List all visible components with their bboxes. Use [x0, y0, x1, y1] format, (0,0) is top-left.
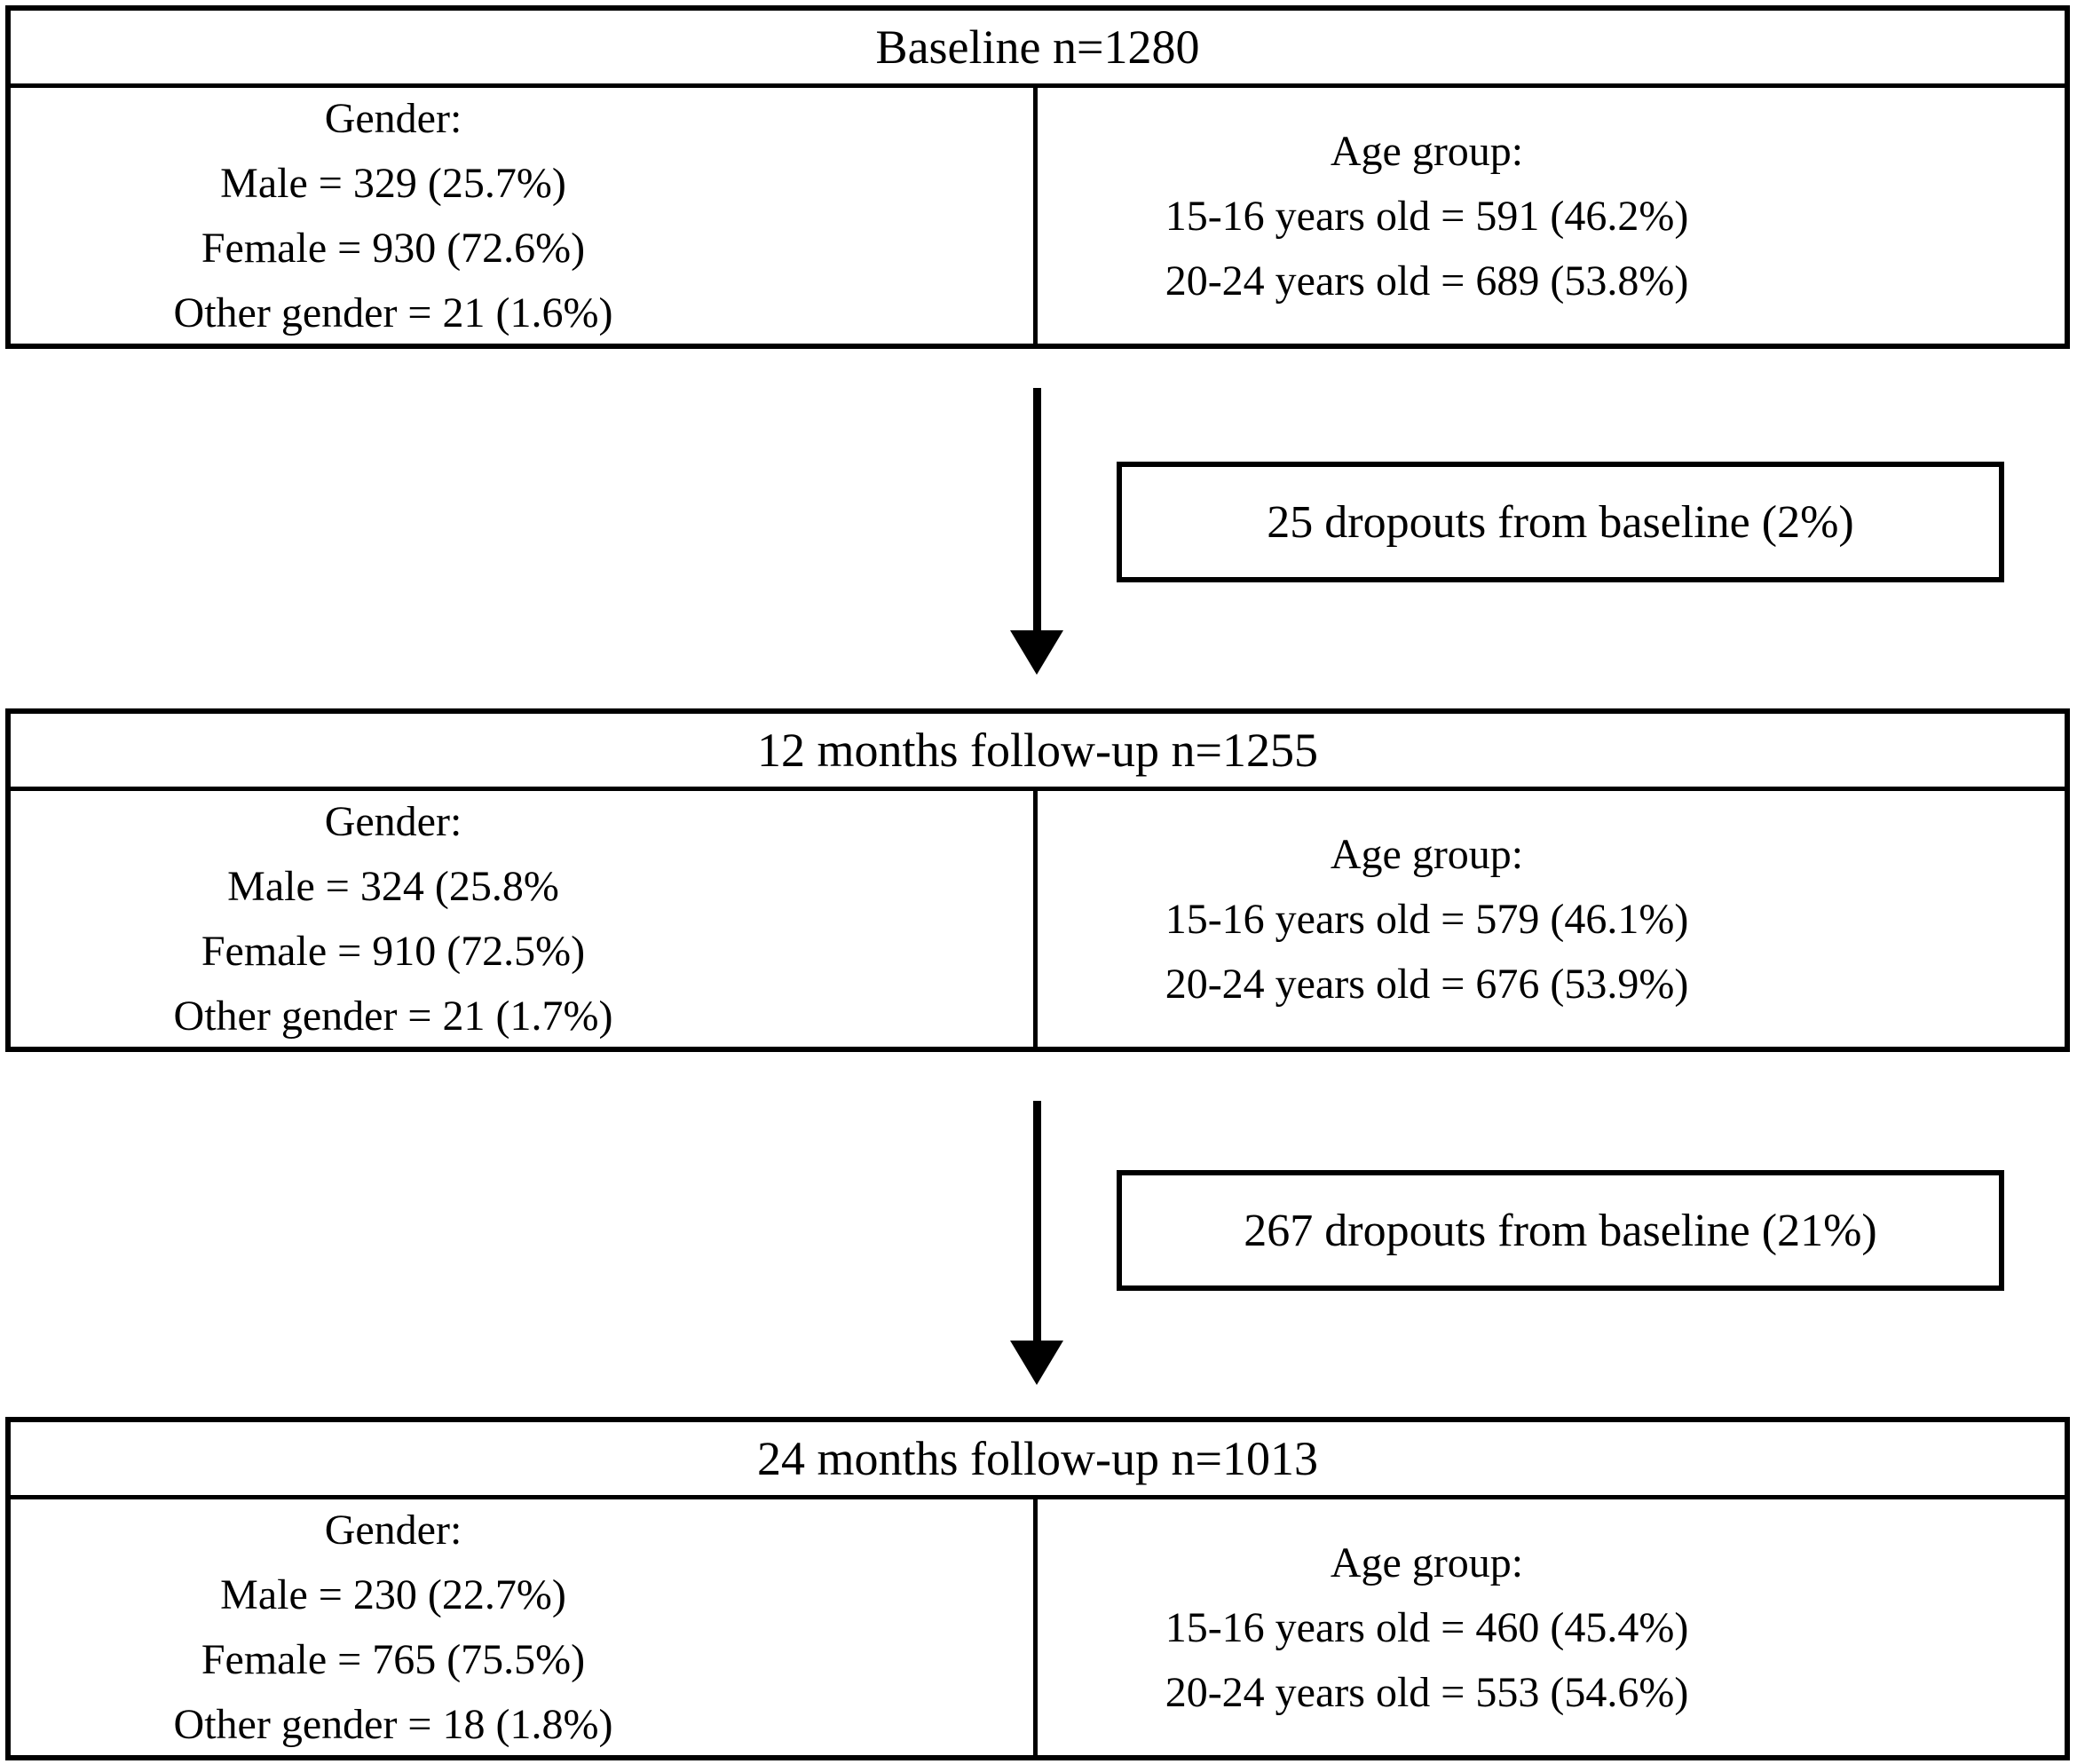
- age-15-16-line: 15-16 years old = 460 (45.4%): [1165, 1603, 1689, 1651]
- stage-title-baseline: Baseline n=1280: [11, 11, 2065, 88]
- age-column: Age group: 15-16 years old = 579 (46.1%)…: [1038, 791, 2065, 1047]
- gender-column: Gender: Male = 324 (25.8% Female = 910 (…: [11, 791, 1038, 1047]
- stage-box-24-months: 24 months follow-up n=1013 Gender: Male …: [5, 1417, 2070, 1760]
- stage-box-baseline: Baseline n=1280 Gender: Male = 329 (25.7…: [5, 5, 2070, 349]
- arrow-head: [1010, 630, 1063, 675]
- stage-box-12-months: 12 months follow-up n=1255 Gender: Male …: [5, 708, 2070, 1052]
- age-15-16-line: 15-16 years old = 579 (46.1%): [1165, 895, 1689, 943]
- gender-male-line: Male = 230 (22.7%): [220, 1571, 566, 1618]
- dropout-box-24-months: 267 dropouts from baseline (21%): [1117, 1170, 2004, 1291]
- stage-title-12-months: 12 months follow-up n=1255: [11, 714, 2065, 791]
- stage-body: Gender: Male = 329 (25.7%) Female = 930 …: [11, 88, 2065, 344]
- gender-female-line: Female = 930 (72.6%): [201, 225, 586, 272]
- stage-body: Gender: Male = 230 (22.7%) Female = 765 …: [11, 1499, 2065, 1755]
- gender-other-line: Other gender = 18 (1.8%): [173, 1701, 613, 1748]
- gender-column: Gender: Male = 329 (25.7%) Female = 930 …: [11, 88, 1038, 344]
- dropout-label: 25 dropouts from baseline (2%): [1267, 496, 1854, 548]
- age-20-24-line: 20-24 years old = 553 (54.6%): [1165, 1668, 1689, 1716]
- arrow-head: [1010, 1341, 1063, 1385]
- stage-title-24-months: 24 months follow-up n=1013: [11, 1422, 2065, 1499]
- arrow-shaft: [1032, 1101, 1041, 1341]
- gender-column: Gender: Male = 230 (22.7%) Female = 765 …: [11, 1499, 1038, 1755]
- gender-heading: Gender:: [324, 95, 462, 142]
- age-column: Age group: 15-16 years old = 460 (45.4%)…: [1038, 1499, 2065, 1755]
- age-15-16-line: 15-16 years old = 591 (46.2%): [1165, 192, 1689, 240]
- age-20-24-line: 20-24 years old = 689 (53.8%): [1165, 257, 1689, 305]
- down-arrow-icon: [1010, 388, 1063, 675]
- gender-female-line: Female = 910 (72.5%): [201, 928, 586, 975]
- stage-body: Gender: Male = 324 (25.8% Female = 910 (…: [11, 791, 2065, 1047]
- gender-female-line: Female = 765 (75.5%): [201, 1636, 586, 1683]
- gender-other-line: Other gender = 21 (1.6%): [173, 289, 613, 336]
- dropout-label: 267 dropouts from baseline (21%): [1244, 1205, 1877, 1256]
- age-heading: Age group:: [1330, 127, 1524, 175]
- dropout-box-12-months: 25 dropouts from baseline (2%): [1117, 462, 2004, 582]
- age-heading: Age group:: [1330, 1539, 1524, 1586]
- gender-male-line: Male = 329 (25.7%): [220, 160, 566, 207]
- gender-male-line: Male = 324 (25.8%: [227, 863, 559, 910]
- gender-other-line: Other gender = 21 (1.7%): [173, 993, 613, 1040]
- age-heading: Age group:: [1330, 830, 1524, 878]
- age-column: Age group: 15-16 years old = 591 (46.2%)…: [1038, 88, 2065, 344]
- arrow-shaft: [1032, 388, 1041, 630]
- down-arrow-icon: [1010, 1101, 1063, 1385]
- age-20-24-line: 20-24 years old = 676 (53.9%): [1165, 960, 1689, 1008]
- gender-heading: Gender:: [324, 798, 462, 845]
- gender-heading: Gender:: [324, 1507, 462, 1554]
